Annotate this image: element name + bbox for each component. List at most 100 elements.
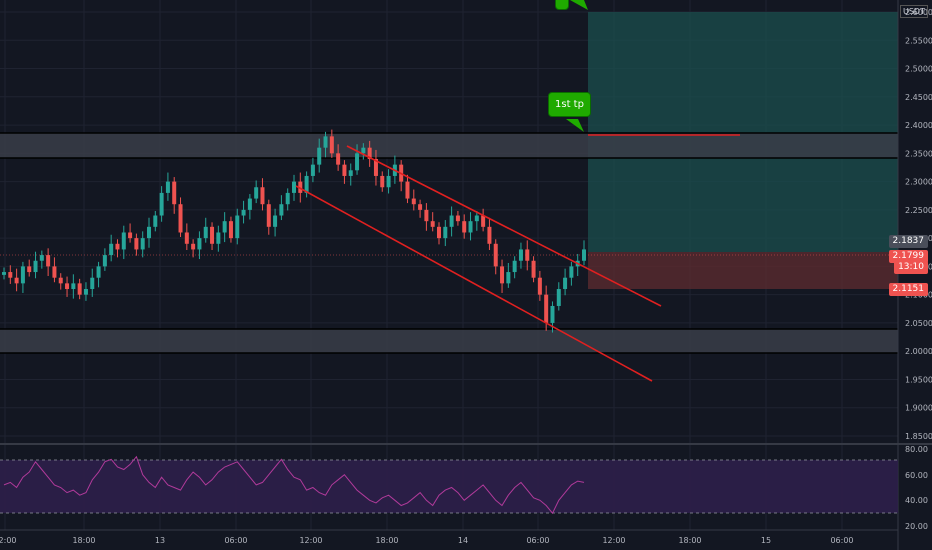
candle-body: [462, 221, 467, 233]
candle-body: [367, 147, 372, 159]
candle-body: [260, 187, 265, 205]
candle-body: [582, 249, 586, 261]
candle-body: [58, 277, 63, 284]
candle-body: [247, 198, 252, 210]
price-tick-label: 1.9500: [905, 375, 932, 384]
candle-body: [493, 243, 498, 267]
candle-body: [109, 243, 114, 256]
candle-body: [481, 215, 486, 227]
candle-body: [336, 153, 341, 165]
candle-body: [361, 147, 366, 154]
price-tick-label: 2.5000: [905, 65, 932, 74]
price-tick-label: 2.0500: [905, 319, 932, 328]
candle-body: [556, 289, 561, 306]
candle-body: [14, 277, 19, 284]
candle-body: [518, 249, 523, 261]
time-axis[interactable]: 12:00 18:00 13 06:00 12:00 18:00 14 06:00 12:00 1…: [0, 536, 854, 545]
candle-body: [468, 221, 473, 233]
candle-body: [96, 266, 101, 278]
candle-body: [430, 221, 435, 227]
time-tick-label: 12:00: [299, 536, 322, 545]
candle-body: [386, 175, 391, 188]
time-tick-label: 06:00: [830, 536, 853, 545]
candle-body: [159, 192, 164, 216]
tp1-bubble-pointer: [566, 119, 584, 132]
candle-body: [500, 266, 505, 284]
price-tick-label: 2.0000: [905, 347, 932, 356]
candle-body: [292, 181, 296, 193]
time-tick-label: 18:00: [72, 536, 95, 545]
candle-body: [373, 158, 378, 176]
tp1-bubble[interactable]: 1st tp: [548, 92, 591, 117]
candle-body: [437, 226, 441, 239]
candle-body: [203, 226, 208, 239]
candle-body: [563, 277, 568, 290]
price-tick-label: 2.3500: [905, 149, 932, 158]
candle-body: [380, 175, 385, 188]
price-tick-label: 2.6000: [905, 8, 932, 17]
candle-body: [228, 221, 233, 239]
rsi-tick-label: 20.00: [905, 522, 928, 531]
target-zone: [588, 12, 898, 252]
candle-body: [424, 209, 429, 222]
candle-body: [134, 238, 139, 250]
candle-body: [147, 226, 151, 239]
candle-body: [355, 153, 360, 171]
time-tick-label: 15: [761, 536, 771, 545]
candle-body: [235, 215, 240, 239]
candle-body: [531, 260, 536, 278]
stop-zone: [588, 252, 898, 289]
candle-body: [298, 181, 303, 193]
candle-body: [537, 277, 542, 295]
candle-body: [210, 226, 215, 244]
time-tick-label: 18:00: [375, 536, 398, 545]
quote-badge: USDT: [900, 5, 928, 18]
candle-body: [342, 164, 347, 176]
current-price-label: 2.1837: [888, 235, 928, 248]
rsi-pane: [0, 455, 898, 515]
channel-lower-line[interactable]: [295, 185, 653, 382]
candle-body: [128, 232, 133, 239]
price-tick-label: 2.2500: [905, 206, 932, 215]
candle-body: [184, 232, 189, 244]
candle-body: [172, 181, 177, 205]
channel-upper-line[interactable]: [346, 145, 662, 307]
candle-body: [449, 215, 454, 227]
candle-body: [443, 226, 448, 239]
resistance-zone: [0, 133, 898, 158]
tp2-bubble[interactable]: [555, 0, 569, 10]
candle-body: [71, 283, 76, 290]
position-price-label: 2.1799: [888, 250, 928, 263]
rsi-tick-label: 80.00: [905, 445, 928, 454]
candle-body: [455, 215, 460, 222]
candle-body: [348, 170, 353, 176]
candle-body: [310, 164, 315, 176]
rsi-axis: 80.00 60.00 40.00 20.00: [905, 445, 928, 531]
candle-body: [65, 283, 70, 290]
price-tick-label: 2.5500: [905, 36, 932, 45]
price-tick-label: 2.4500: [905, 93, 932, 102]
candle-body: [2, 272, 6, 275]
candle-body: [115, 243, 120, 250]
candle-body: [165, 181, 170, 193]
candle-body: [77, 283, 82, 295]
support-zone: [0, 329, 898, 353]
time-tick-label: 06:00: [526, 536, 549, 545]
candle-body: [506, 272, 511, 284]
price-axis[interactable]: 2.6000 2.5500 2.5000 2.4500 2.4000 2.3500 2.30…: [905, 8, 932, 441]
candle-body: [102, 255, 107, 267]
time-tick-label: 18:00: [678, 536, 701, 545]
price-tick-label: 1.8500: [905, 432, 932, 441]
candle-body: [405, 181, 410, 199]
candle-body: [254, 187, 259, 199]
time-tick-label: 06:00: [224, 536, 247, 545]
candle-body: [266, 204, 271, 227]
candle-body: [550, 305, 555, 323]
price-tick-label: 2.3000: [905, 178, 932, 187]
candle-body: [329, 136, 334, 154]
price-tick-label: 2.4000: [905, 121, 932, 130]
candle-body: [191, 243, 196, 250]
candle-body: [222, 221, 227, 233]
candle-body: [487, 226, 492, 244]
